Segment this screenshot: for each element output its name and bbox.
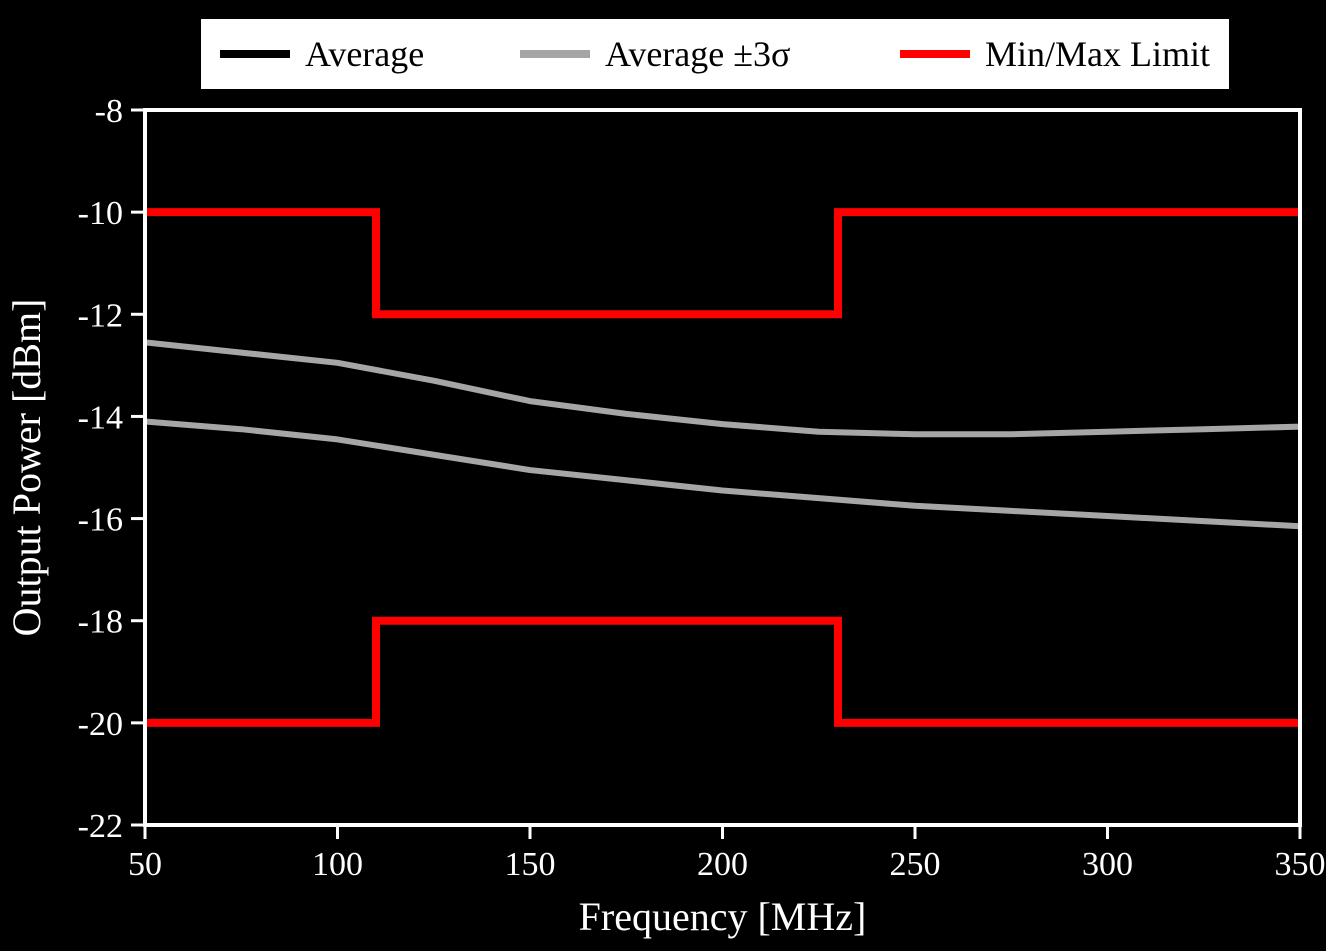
y-axis-title: Output Power [dBm] [4,299,49,637]
legend-label: Min/Max Limit [985,34,1210,74]
y-tick-label: -14 [78,399,123,436]
legend-label: Average ±3σ [605,34,790,74]
y-tick-label: -16 [78,502,123,539]
y-tick-label: -18 [78,604,123,641]
x-tick-label: 100 [312,846,363,883]
y-tick-label: -12 [78,297,123,334]
x-tick-label: 250 [890,846,941,883]
y-tick-label: -20 [78,706,123,743]
y-tick-label: -8 [95,93,123,130]
x-tick-label: 50 [128,846,162,883]
chart-svg: 50 100 150 200 250 300 350 -22 -20 -18 -16 -14 -12 -1… [0,0,1326,951]
x-tick-label: 200 [697,846,748,883]
x-axis-title: Frequency [MHz] [579,894,867,939]
x-tick-label: 350 [1275,846,1326,883]
x-tick-label: 150 [505,846,556,883]
legend-label: Average [305,34,424,74]
x-tick-label: 300 [1082,846,1133,883]
y-tick-label: -10 [78,195,123,232]
power-vs-frequency-chart: 50 100 150 200 250 300 350 -22 -20 -18 -16 -14 -12 -1… [0,0,1326,951]
y-tick-label: -22 [78,808,123,845]
